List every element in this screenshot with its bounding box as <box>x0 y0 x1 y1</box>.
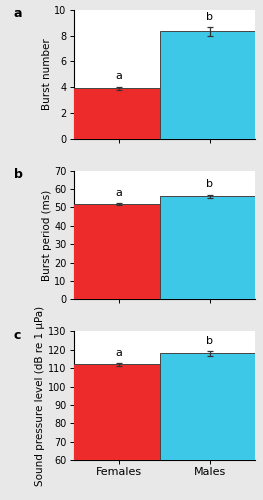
Text: c: c <box>14 329 21 342</box>
Text: b: b <box>14 168 23 181</box>
Bar <box>69 364 169 500</box>
Text: b: b <box>206 336 213 346</box>
Text: b: b <box>206 12 213 22</box>
Y-axis label: Burst period (ms): Burst period (ms) <box>42 190 52 280</box>
Y-axis label: Sound pressure level (dB re 1 μPa): Sound pressure level (dB re 1 μPa) <box>36 306 45 486</box>
Bar <box>69 88 169 138</box>
Text: b: b <box>206 180 213 190</box>
Text: a: a <box>14 8 22 20</box>
Bar <box>69 204 169 300</box>
Text: a: a <box>115 72 123 82</box>
Bar <box>160 31 260 138</box>
Text: a: a <box>115 188 123 198</box>
Bar <box>160 354 260 500</box>
Text: a: a <box>115 348 123 358</box>
Y-axis label: Burst number: Burst number <box>42 38 52 110</box>
Bar <box>160 196 260 300</box>
